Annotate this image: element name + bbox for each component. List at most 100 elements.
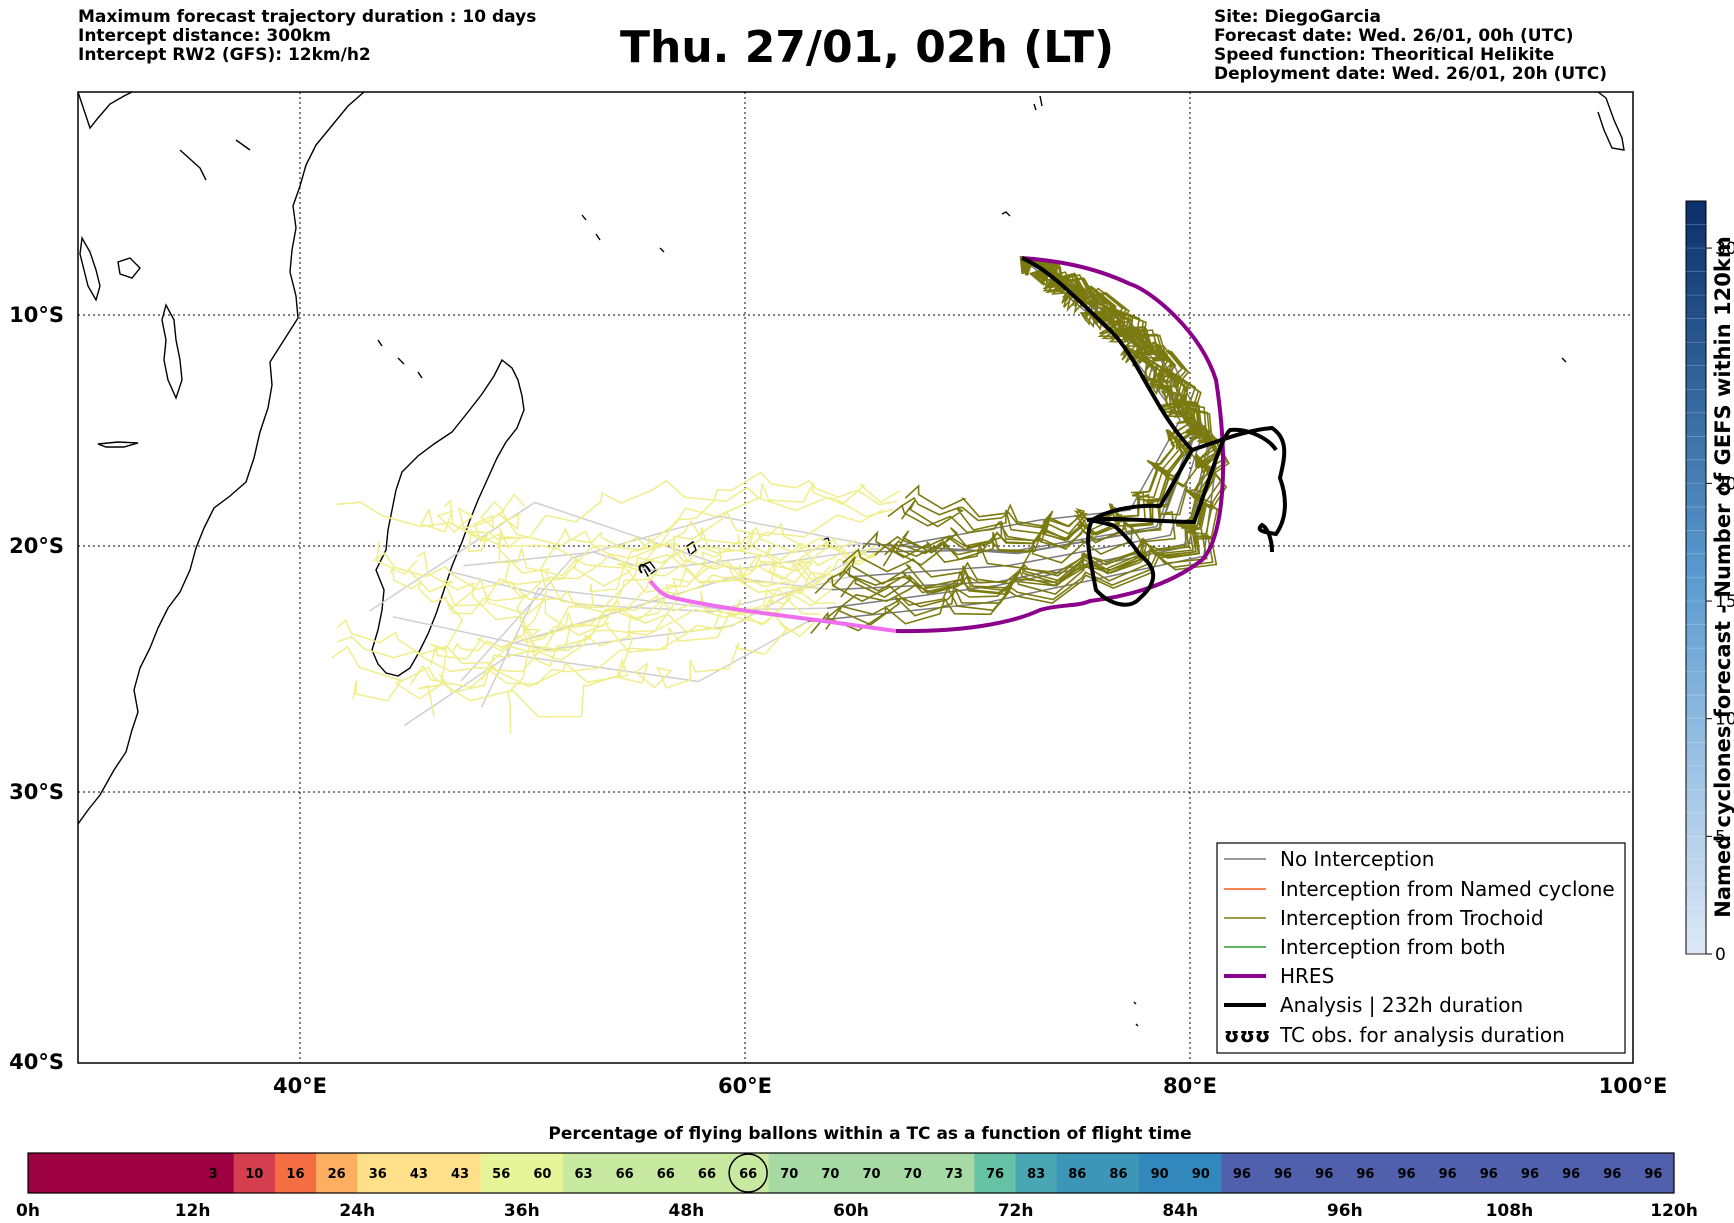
hres-trajectory-future [648,579,897,633]
bar-tick-label: 96h [1327,1201,1363,1221]
bar-cell [892,1153,934,1193]
trajectory-future [336,471,897,569]
trajectory-future [416,510,876,652]
bar-cell [521,1153,564,1193]
bar-tick-label: 0h [16,1201,40,1221]
bar-cell-value: 96 [1233,1167,1251,1182]
param-forecast-date: Forecast date: Wed. 26/01, 00h (UTC) [1214,26,1574,46]
bar-cell-value: 70 [821,1167,839,1182]
lat-label-20s: 20°S [9,534,64,558]
lon-label-60e: 60°E [718,1074,772,1098]
bar-cell [1591,1153,1634,1193]
trajectory-future [410,618,819,690]
bar-cell-value: 96 [1315,1167,1333,1182]
bar-tick-label: 60h [833,1201,869,1221]
coast-cocos [1561,357,1567,363]
coast-comoros [377,339,423,379]
legend-label: HRES [1280,964,1334,988]
bar-cell-value: 16 [286,1167,304,1182]
trajectory-future [504,509,884,668]
trajectory-future [507,527,821,734]
bar-cell-value: 63 [574,1167,592,1182]
coast-amsterdam [1133,1001,1139,1027]
bar-cell-value: 70 [863,1167,881,1182]
lon-labels: 40°E 60°E 80°E 100°E [273,1074,1667,1098]
bar-cell-value: 66 [698,1167,716,1182]
bar-tick-label: 36h [504,1201,540,1221]
bar-cell [809,1153,852,1193]
param-intercept-rw2: Intercept RW2 (GFS): 12km/h2 [78,45,371,65]
bar-cell-value: 66 [739,1167,757,1182]
legend-item-hres: HRES [1224,964,1334,988]
bar-cell-value: 96 [1480,1167,1498,1182]
colorbar-tick-label: 20 [1715,474,1734,494]
trajectory-future [460,515,863,682]
bar-cell [439,1153,482,1193]
legend-item-trochoid: Interception from Trochoid [1224,906,1544,930]
bar-cell [357,1153,399,1193]
bar-cell [933,1153,975,1193]
legend-label: Interception from Trochoid [1280,906,1544,930]
bar-cell-value: 76 [986,1167,1004,1182]
bar-cell [274,1153,317,1193]
bar-tick-label: 48h [669,1201,705,1221]
coast-mauritius [686,540,697,557]
bar-cell-value: 70 [904,1167,922,1182]
legend-box [1216,842,1626,1054]
legend-label: Interception from both [1280,935,1506,959]
bar-cell [1385,1153,1428,1193]
bar-cell-value: 10 [245,1167,263,1182]
param-deployment-date: Deployment date: Wed. 26/01, 20h (UTC) [1214,64,1608,84]
trajectory-future [389,543,837,615]
lat-label-10s: 10°S [9,303,64,327]
bar-cell [233,1153,276,1193]
colorbar-tick-label: 30 [1715,239,1734,259]
lat-labels: 10°S 20°S 30°S 40°S [9,303,64,1074]
bar-cell-value: 43 [410,1167,428,1182]
bar-cell [151,1153,194,1193]
lat-label-30s: 30°S [9,780,64,804]
bar-cell [398,1153,440,1193]
bar-cell-value: 60 [533,1167,551,1182]
bar-cell [1427,1153,1469,1193]
bar-tick-label: 84h [1162,1201,1198,1221]
legend-label: TC obs. for analysis duration [1279,1023,1565,1047]
bar-tick-label: 24h [339,1201,375,1221]
lon-label-80e: 80°E [1163,1074,1217,1098]
coastlines [78,92,1625,1027]
analysis-start-loop [638,563,651,574]
bar-cell-value: 86 [1068,1167,1086,1182]
analysis-trajectory [1021,256,1287,607]
bar-cell-value: 96 [1356,1167,1374,1182]
bar-cell-value: 66 [616,1167,634,1182]
trajectory-future [481,534,825,681]
forecast-parameters: Maximum forecast trajectory duration : 1… [78,8,536,65]
trajectory-future [417,577,834,718]
bar-cell [686,1153,729,1193]
coast-madagascar [371,358,525,677]
bar-cell [604,1153,646,1193]
trajectory-future [331,546,827,718]
bar-cell-value: 3 [209,1167,218,1182]
bar-tick-label: 108h [1486,1201,1534,1221]
trajectory-future [375,482,900,607]
param-speed-function: Speed function: Theoritical Helikite [1214,45,1555,65]
bar-cell [1262,1153,1305,1193]
bar-cell-value: 26 [328,1167,346,1182]
bar-cell [1015,1153,1058,1193]
bar-cell [768,1153,811,1193]
bar-cell [1509,1153,1552,1193]
site-parameters: Site: DiegoGarcia Forecast date: Wed. 26… [1214,8,1607,84]
bar-cell-value: 90 [1151,1167,1169,1182]
bar-cell [1056,1153,1099,1193]
map-area[interactable]: 10°S 20°S 30°S 40°S 40°E 60°E 80°E 100°E… [9,91,1667,1098]
coast-sri-lanka [1597,92,1625,151]
bar-cell [480,1153,523,1193]
colorbar-tick-label: 5 [1715,827,1726,847]
bar-cell [974,1153,1017,1193]
trajectory [833,257,1222,596]
coast-somalia-islands [179,139,251,181]
bar-cell-value: 96 [1562,1167,1580,1182]
legend-item-tc-obs: ʊʊʊ TC obs. for analysis duration [1224,1023,1565,1047]
